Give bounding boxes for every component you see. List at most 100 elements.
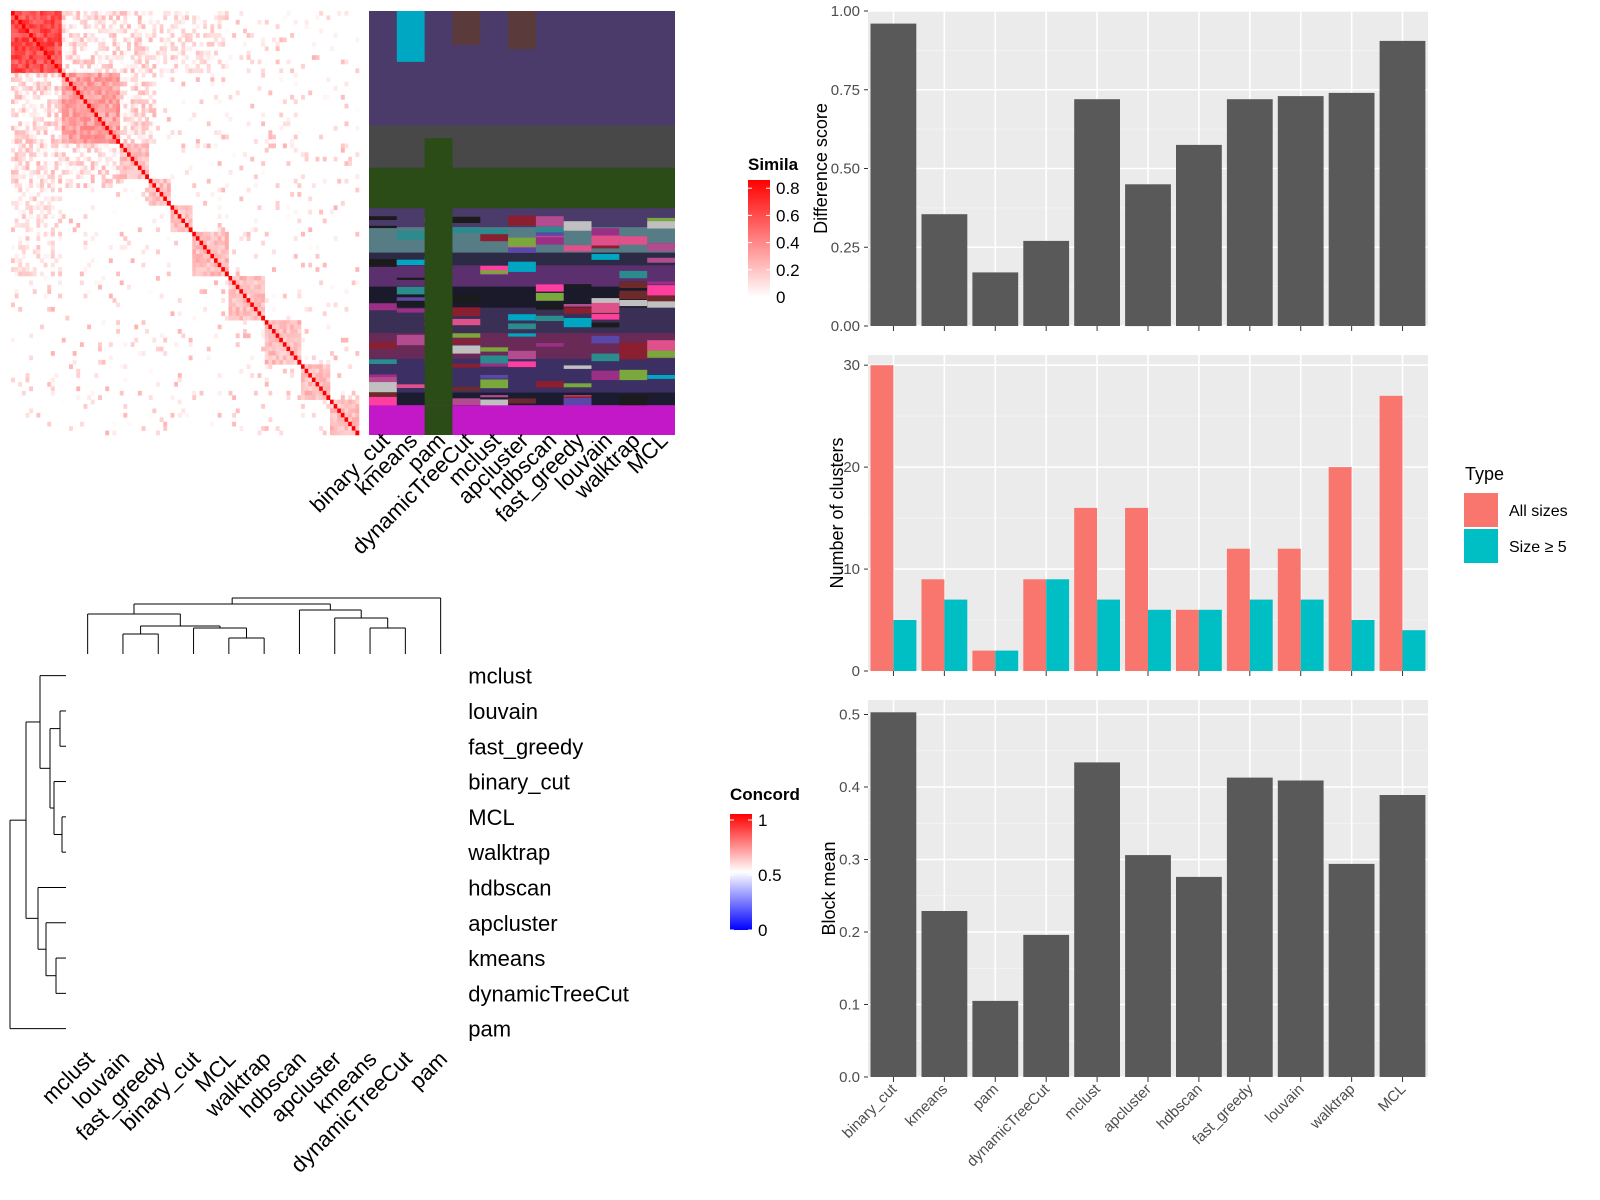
membership-segment bbox=[591, 314, 620, 320]
similarity-cell bbox=[134, 46, 139, 52]
similarity-cell bbox=[101, 37, 106, 43]
similarity-cell bbox=[206, 249, 211, 255]
membership-segment bbox=[369, 359, 397, 364]
similarity-cell bbox=[272, 355, 276, 361]
similarity-cell bbox=[116, 165, 121, 171]
similarity-cell bbox=[69, 143, 73, 149]
similarity-colorbar bbox=[748, 180, 770, 297]
similarity-cell bbox=[141, 125, 146, 131]
similarity-cell bbox=[330, 284, 334, 290]
similarity-cell bbox=[43, 293, 48, 299]
similarity-cell bbox=[94, 373, 99, 378]
similarity-cell bbox=[123, 68, 128, 74]
similarity-cell bbox=[94, 147, 99, 153]
similarity-cell bbox=[181, 143, 186, 149]
similarity-cell bbox=[11, 302, 15, 308]
similarity-cell bbox=[87, 86, 92, 91]
similarity-cell bbox=[72, 15, 77, 21]
similarity-cell bbox=[43, 205, 48, 211]
similarity-cell bbox=[333, 86, 338, 91]
y-axis-title: Block mean bbox=[819, 841, 839, 935]
similarity-cell bbox=[87, 117, 92, 122]
similarity-cell bbox=[18, 130, 23, 135]
similarity-cell bbox=[224, 183, 229, 188]
similarity-cell bbox=[355, 187, 360, 193]
similarity-cell bbox=[181, 99, 186, 105]
similarity-cell bbox=[203, 236, 208, 241]
similarity-cell bbox=[25, 223, 30, 228]
similarity-cell bbox=[152, 33, 157, 38]
similarity-cell bbox=[43, 130, 48, 135]
similarity-cell bbox=[275, 342, 280, 347]
similarity-cell bbox=[166, 196, 171, 202]
bar bbox=[1176, 876, 1222, 1077]
similarity-cell bbox=[272, 320, 276, 325]
similarity-cell bbox=[315, 253, 320, 259]
similarity-cell bbox=[282, 324, 287, 330]
similarity-cell bbox=[50, 390, 55, 396]
similarity-cell bbox=[206, 253, 211, 259]
similarity-cell bbox=[50, 64, 55, 69]
similarity-cell bbox=[54, 50, 59, 56]
similarity-cell bbox=[87, 121, 92, 127]
similarity-cell bbox=[264, 298, 269, 303]
similarity-cell bbox=[61, 77, 66, 82]
similarity-cell bbox=[54, 196, 59, 202]
similarity-cell bbox=[181, 19, 186, 25]
similarity-cell bbox=[25, 55, 30, 60]
similarity-cell bbox=[36, 121, 41, 127]
similarity-cell bbox=[181, 333, 186, 339]
similarity-cell bbox=[156, 19, 160, 25]
similarity-cell bbox=[32, 103, 37, 109]
similarity-cell bbox=[195, 24, 200, 29]
similarity-cell bbox=[177, 227, 182, 233]
similarity-cell bbox=[29, 68, 34, 74]
similarity-cell bbox=[275, 324, 280, 330]
similarity-cell bbox=[98, 28, 102, 34]
similarity-cell bbox=[18, 90, 23, 96]
similarity-cell bbox=[90, 390, 95, 396]
x-tick-label: kmeans bbox=[902, 1081, 951, 1130]
similarity-cell bbox=[18, 161, 23, 166]
similarity-cell bbox=[40, 50, 44, 56]
similarity-cell bbox=[322, 382, 327, 387]
similarity-cell bbox=[65, 121, 70, 127]
similarity-cell bbox=[166, 262, 171, 268]
similarity-cell bbox=[257, 373, 262, 378]
similarity-cell bbox=[79, 342, 84, 347]
bar-size-ge5 bbox=[1249, 599, 1273, 671]
similarity-cell bbox=[264, 333, 269, 339]
similarity-cell bbox=[123, 412, 128, 418]
similarity-cell bbox=[344, 121, 349, 127]
similarity-cell bbox=[105, 55, 110, 60]
membership-segment bbox=[369, 303, 397, 311]
similarity-cell bbox=[235, 311, 240, 317]
similarity-cell bbox=[69, 59, 73, 65]
similarity-cell bbox=[119, 68, 124, 74]
similarity-cell bbox=[333, 430, 338, 436]
similarity-cell bbox=[40, 11, 44, 16]
similarity-cell bbox=[83, 117, 88, 122]
similarity-cell bbox=[43, 178, 48, 184]
similarity-cell bbox=[268, 329, 273, 334]
similarity-cell bbox=[148, 103, 153, 109]
similarity-cell bbox=[293, 112, 298, 118]
similarity-cell bbox=[141, 19, 146, 25]
similarity-cell bbox=[58, 103, 63, 109]
similarity-cell bbox=[116, 94, 121, 100]
similarity-cell bbox=[224, 59, 229, 65]
similarity-cell bbox=[272, 134, 276, 140]
similarity-cell bbox=[50, 59, 55, 65]
similarity-cell bbox=[340, 143, 345, 149]
similarity-cell bbox=[127, 46, 131, 52]
similarity-cell bbox=[232, 249, 237, 255]
similarity-cell bbox=[69, 117, 73, 122]
similarity-cell bbox=[130, 143, 135, 149]
similarity-cell bbox=[65, 178, 70, 184]
similarity-cell bbox=[340, 412, 345, 418]
similarity-cell bbox=[214, 94, 218, 100]
similarity-cell bbox=[217, 271, 222, 277]
similarity-cell bbox=[50, 253, 55, 259]
similarity-cell bbox=[322, 430, 327, 436]
